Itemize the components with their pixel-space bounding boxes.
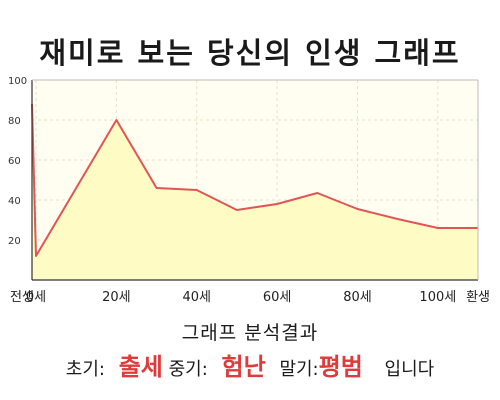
y-tick-label: 80 xyxy=(8,116,21,127)
series-line xyxy=(31,103,478,257)
y-axis-ticks: 20 40 60 80 100 xyxy=(8,76,27,247)
early-label: 초기: xyxy=(65,359,105,380)
x-tick-label: 80세 xyxy=(343,290,372,305)
y-tick-label: 40 xyxy=(8,196,21,207)
late-label: 말기: xyxy=(279,359,319,380)
page-title: 재미로 보는 당신의 인생 그래프 xyxy=(39,36,461,70)
x-tick-label: 100세 xyxy=(419,290,456,305)
x-tick-label: 전생 xyxy=(10,290,34,305)
analysis-heading: 그래프 분석결과 xyxy=(181,322,319,344)
area-fill xyxy=(32,104,478,280)
x-tick-label: 환생 xyxy=(466,290,490,305)
analysis-result: 초기: 출세 중기: 험난 말기:평범 입니다 xyxy=(0,347,500,382)
result-suffix: 입니다 xyxy=(384,359,435,380)
early-value: 출세 xyxy=(118,353,163,381)
y-tick-label: 60 xyxy=(8,156,21,167)
x-tick-label: 20세 xyxy=(102,290,131,305)
middle-label: 중기: xyxy=(168,359,208,380)
x-tick-label: 40세 xyxy=(182,290,211,305)
y-tick-label: 100 xyxy=(8,76,27,87)
middle-value: 험난 xyxy=(221,353,266,381)
axes xyxy=(31,79,479,281)
y-tick-label: 20 xyxy=(8,236,21,247)
late-value: 평범 xyxy=(318,353,363,381)
x-tick-label: 0세 xyxy=(26,290,46,305)
x-tick-label: 60세 xyxy=(263,290,292,305)
